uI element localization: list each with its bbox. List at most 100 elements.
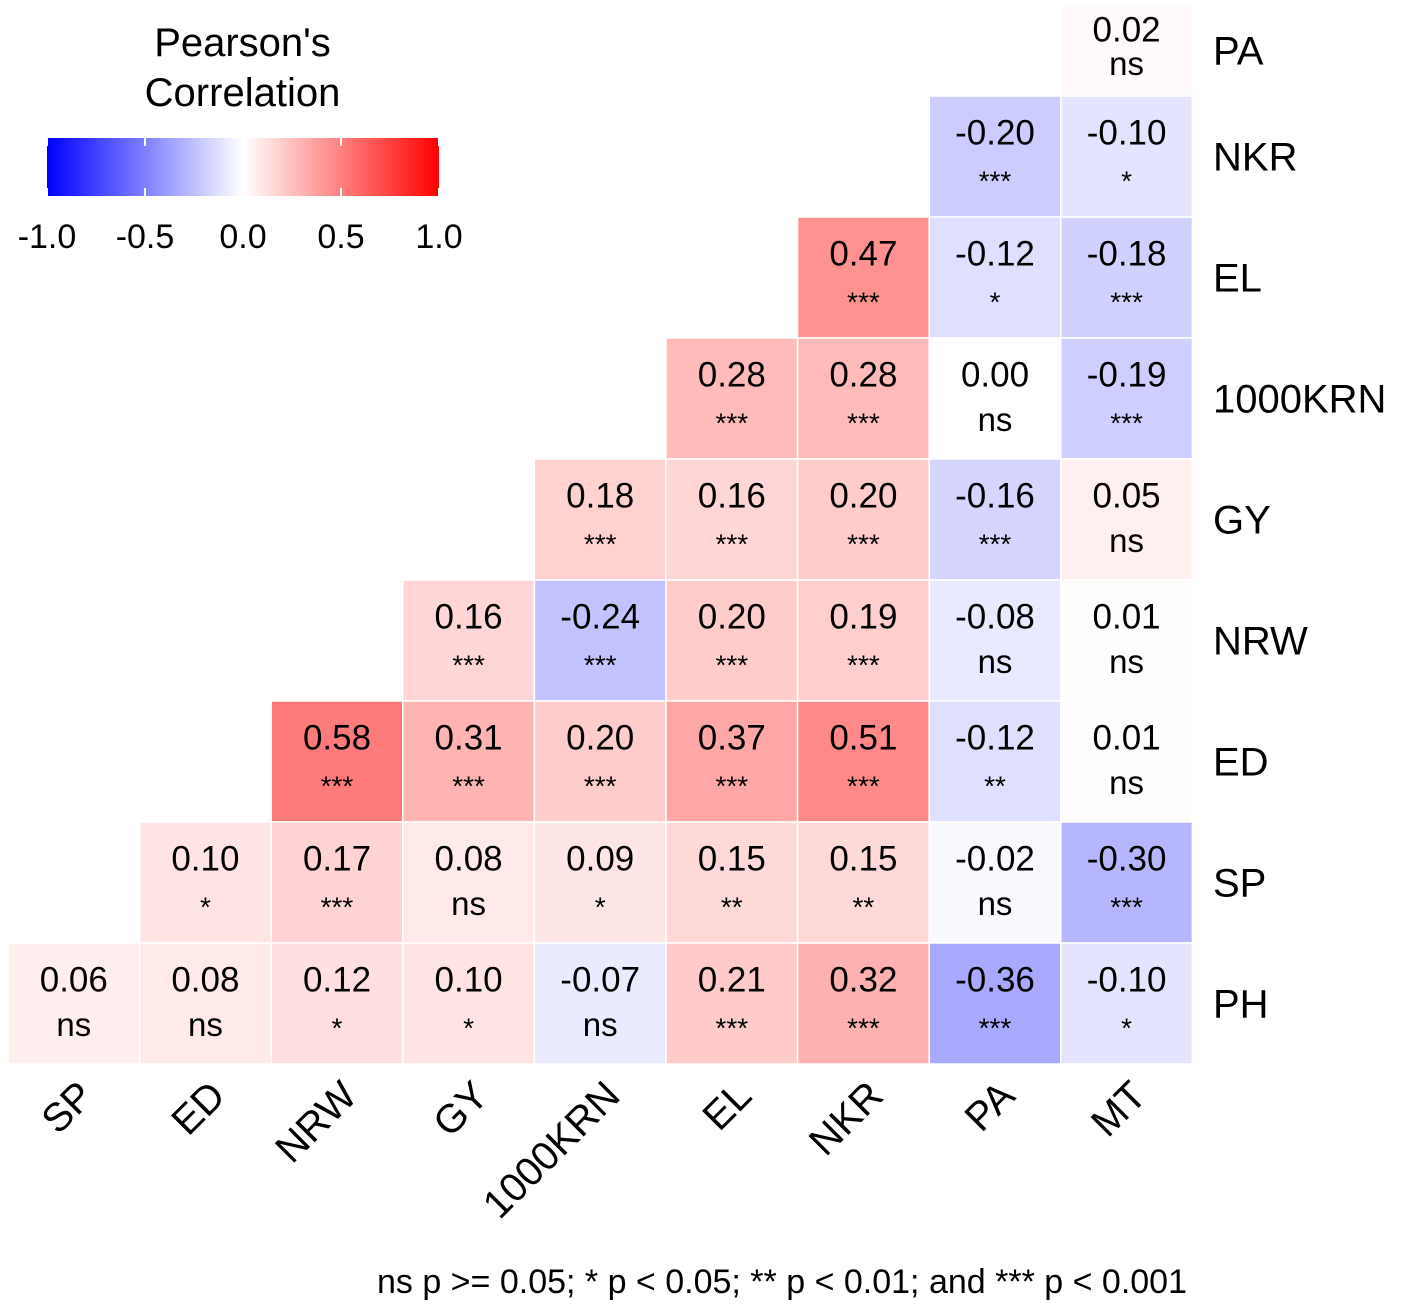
cell-tile — [928, 579, 1062, 702]
heatmap-cell: 0.16 *** — [402, 579, 536, 702]
heatmap-cell: 0.05 ns — [1060, 458, 1194, 581]
heatmap-cell: -0.10 * — [1060, 95, 1194, 218]
heatmap-cell: 0.20 *** — [796, 458, 930, 581]
cell-value-label: 0.20 — [698, 597, 766, 636]
heatmap-cell: -0.08 ns — [928, 579, 1062, 702]
heatmap-cell: 0.19 *** — [796, 579, 930, 702]
heatmap-cell: 0.20 *** — [665, 579, 799, 702]
cell-significance-label: *** — [979, 1012, 1012, 1043]
cell-tile — [402, 821, 536, 944]
cell-value-label: 0.31 — [435, 718, 503, 757]
legend-tick-label: -1.0 — [18, 218, 77, 256]
y-axis-label: NRW — [1213, 620, 1308, 664]
heatmap-cell: 0.28 *** — [665, 337, 799, 460]
cell-tile — [796, 821, 930, 944]
cell-value-label: 0.08 — [171, 960, 239, 999]
x-axis-label: PA — [957, 1073, 1024, 1140]
cell-significance-label: * — [200, 891, 211, 922]
cell-value-label: 0.28 — [829, 355, 897, 394]
heatmap-cell: -0.24 *** — [533, 579, 667, 702]
cell-significance-label: *** — [1110, 891, 1143, 922]
cell-tile — [928, 942, 1062, 1065]
cell-value-label: 0.18 — [566, 476, 634, 515]
cell-value-label: 0.01 — [1093, 718, 1161, 757]
heatmap-cell: 0.00 ns — [928, 337, 1062, 460]
legend-tick-label: 0.0 — [219, 218, 266, 256]
heatmap-cell: -0.30 *** — [1060, 821, 1194, 944]
cell-tile — [1060, 216, 1194, 339]
cell-value-label: 0.15 — [698, 839, 766, 878]
cell-value-label: 0.51 — [829, 718, 897, 757]
heatmap-cell: 0.01 ns — [1060, 700, 1194, 823]
cell-value-label: 0.37 — [698, 718, 766, 757]
cell-tile — [928, 337, 1062, 460]
cell-significance-label: ns — [978, 643, 1013, 680]
heatmap-cell: 0.18 *** — [533, 458, 667, 581]
heatmap-cell: -0.19 *** — [1060, 337, 1194, 460]
cell-tile — [138, 942, 272, 1065]
cell-significance-label: *** — [847, 770, 880, 801]
cell-value-label: 0.10 — [435, 960, 503, 999]
cell-tile — [402, 942, 536, 1065]
cell-tile — [1060, 579, 1194, 702]
heatmap-cell: -0.10 * — [1060, 942, 1194, 1065]
cell-significance-label: *** — [584, 770, 617, 801]
cell-significance-label: *** — [321, 891, 354, 922]
cell-significance-label: *** — [584, 528, 617, 559]
cell-tile — [928, 700, 1062, 823]
heatmap-cell: 0.16 *** — [665, 458, 799, 581]
cell-value-label: -0.08 — [955, 597, 1035, 636]
cell-significance-label: *** — [847, 528, 880, 559]
cell-value-label: -0.18 — [1087, 234, 1167, 273]
cell-tile — [796, 337, 930, 460]
cell-value-label: 0.05 — [1093, 476, 1161, 515]
cell-significance-label: ns — [978, 885, 1013, 922]
cell-significance-label: *** — [1110, 286, 1143, 317]
cell-value-label: -0.02 — [955, 839, 1035, 878]
cell-tile — [796, 458, 930, 581]
heatmap-cell: 0.09 * — [533, 821, 667, 944]
cell-tile — [533, 458, 667, 581]
cell-value-label: -0.30 — [1087, 839, 1167, 878]
cell-tile — [1060, 700, 1194, 823]
cell-tile — [533, 942, 667, 1065]
y-axis-labels: PA NKR EL 1000KRN GY NRW ED SP PH — [1213, 30, 1386, 1027]
cell-tile — [533, 700, 667, 823]
heatmap-cell: -0.02 ns — [928, 821, 1062, 944]
legend-tick-label: -0.5 — [116, 218, 175, 256]
cell-tile — [665, 821, 799, 944]
heatmap-cell: 0.10 * — [402, 942, 536, 1065]
heatmap-cell: 0.08 ns — [402, 821, 536, 944]
cell-significance-label: ns — [188, 1006, 223, 1043]
heatmap-cell: 0.17 *** — [270, 821, 404, 944]
x-axis-label: NKR — [801, 1073, 892, 1164]
cell-significance-label: *** — [452, 649, 485, 680]
x-axis-label: SP — [33, 1073, 102, 1142]
heatmap-cell: 0.28 *** — [796, 337, 930, 460]
cell-significance-label: *** — [847, 1012, 880, 1043]
cell-significance-label: ns — [1109, 643, 1144, 680]
cell-significance-label: * — [595, 891, 606, 922]
heatmap-cell: 0.37 *** — [665, 700, 799, 823]
cell-value-label: 0.12 — [303, 960, 371, 999]
cell-significance-label: *** — [1110, 407, 1143, 438]
heatmap-cell: 0.51 *** — [796, 700, 930, 823]
cell-significance-label: ns — [583, 1006, 618, 1043]
heatmap-cell: 0.47 *** — [796, 216, 930, 339]
cell-significance-label: ns — [1109, 522, 1144, 559]
cell-value-label: -0.19 — [1087, 355, 1167, 394]
cell-significance-label: ns — [1109, 45, 1144, 82]
heatmap-cell: -0.18 *** — [1060, 216, 1194, 339]
heatmap-cell: 0.08 ns — [138, 942, 272, 1065]
heatmap-cell: 0.15 ** — [665, 821, 799, 944]
cell-value-label: 0.10 — [171, 839, 239, 878]
cell-value-label: -0.12 — [955, 234, 1035, 273]
cell-significance-label: * — [1121, 1012, 1132, 1043]
cell-tile — [928, 821, 1062, 944]
cell-tile — [665, 700, 799, 823]
cell-value-label: 0.06 — [40, 960, 108, 999]
cell-tile — [270, 700, 404, 823]
